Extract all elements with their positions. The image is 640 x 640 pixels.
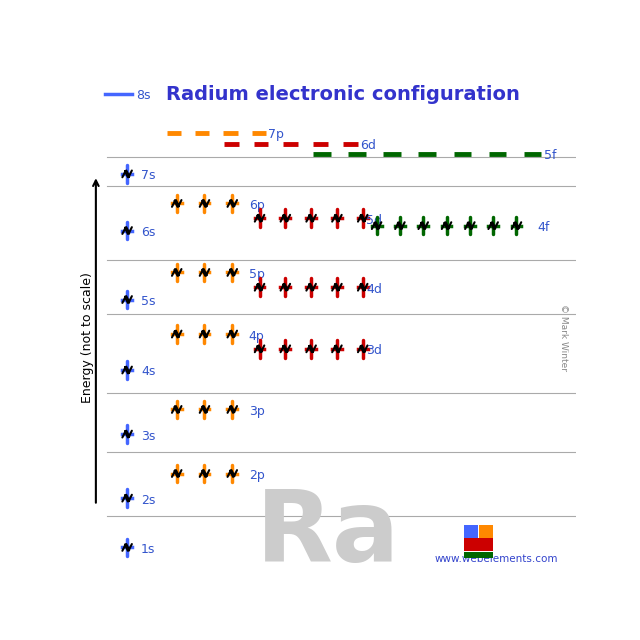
Text: 1s: 1s [141,543,156,556]
Text: 3d: 3d [366,344,382,357]
Text: 4s: 4s [141,365,156,378]
Text: 5s: 5s [141,295,156,308]
Bar [465,552,493,558]
Text: 5p: 5p [249,268,264,281]
Text: 6p: 6p [249,199,264,212]
Text: Energy (not to scale): Energy (not to scale) [81,273,95,403]
Text: 5f: 5f [544,149,556,162]
Text: 7p: 7p [269,129,284,141]
Text: Radium electronic configuration: Radium electronic configuration [166,84,520,104]
Text: 2p: 2p [249,469,264,482]
Text: 4d: 4d [366,283,382,296]
Text: 6s: 6s [141,226,156,239]
Bar [465,538,493,552]
Text: © Mark Winter: © Mark Winter [559,305,568,371]
Bar [465,525,478,538]
Text: 4f: 4f [538,221,550,234]
Text: 4p: 4p [249,330,264,342]
Text: 8s: 8s [136,88,150,102]
Text: 2s: 2s [141,493,156,507]
Text: Ra: Ra [256,486,400,582]
Bar [479,525,493,538]
Text: 3p: 3p [249,405,264,418]
Text: www.webelements.com: www.webelements.com [435,554,558,564]
Text: 5d: 5d [366,214,382,227]
Text: 7s: 7s [141,170,156,182]
Text: 6d: 6d [360,140,376,152]
Text: 3s: 3s [141,429,156,442]
